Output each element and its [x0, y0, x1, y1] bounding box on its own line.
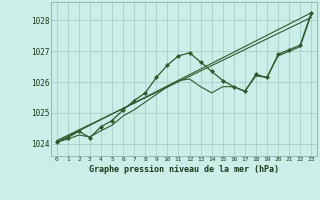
X-axis label: Graphe pression niveau de la mer (hPa): Graphe pression niveau de la mer (hPa) [89, 165, 279, 174]
